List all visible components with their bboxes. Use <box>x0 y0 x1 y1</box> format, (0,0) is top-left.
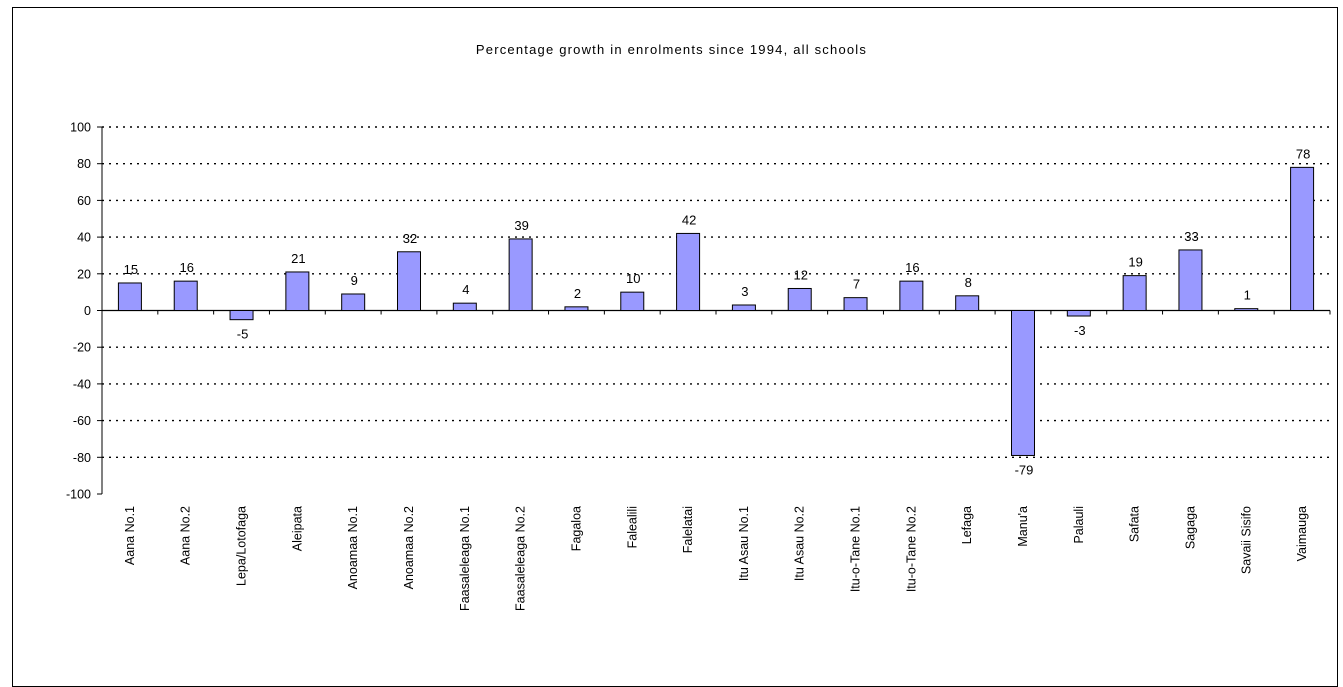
value-label: 16 <box>905 260 919 275</box>
value-label: 7 <box>853 277 860 292</box>
value-label: -3 <box>1074 323 1086 338</box>
value-label: 2 <box>574 286 581 301</box>
value-label: 4 <box>462 282 469 297</box>
x-tick-label: Aleipata <box>290 506 304 551</box>
x-tick-label: Palauli <box>1072 506 1086 544</box>
value-label: -79 <box>1015 462 1034 477</box>
bar <box>899 280 924 312</box>
y-tick-label: 40 <box>77 231 91 245</box>
x-tick-label: Anoamaa No.1 <box>346 506 360 589</box>
y-tick-label: 80 <box>77 157 91 171</box>
value-label: 1 <box>1244 288 1251 303</box>
x-tick-label: Safata <box>1128 506 1142 542</box>
bar <box>1122 275 1147 312</box>
bar <box>508 238 533 311</box>
value-label: 15 <box>124 262 138 277</box>
bar <box>1066 310 1091 317</box>
bar <box>452 302 477 312</box>
y-tick-label: -20 <box>73 341 91 355</box>
x-tick-label: Falelatai <box>681 506 695 553</box>
y-tick-label: -100 <box>66 488 91 502</box>
value-label: 12 <box>793 267 807 282</box>
bar <box>1178 249 1203 312</box>
y-tick-label: 100 <box>70 121 91 135</box>
value-label: 19 <box>1128 255 1142 270</box>
bar <box>397 251 421 311</box>
value-label: 39 <box>514 218 528 233</box>
value-label: 10 <box>626 271 640 286</box>
x-tick-label: Lefaga <box>960 506 974 544</box>
x-tick-label: Anoamaa No.2 <box>402 506 416 589</box>
bar <box>117 282 142 312</box>
x-tick-label: Aana No.1 <box>123 506 137 565</box>
value-label: 8 <box>965 275 972 290</box>
value-label: 21 <box>291 251 305 266</box>
x-tick-label: Aana No.2 <box>179 506 193 565</box>
y-tick-labels: 100 80 60 40 20 0 -20 -40 -60 -80 -100 <box>66 121 91 502</box>
bar <box>229 310 254 321</box>
y-tick-label: -60 <box>73 414 91 428</box>
value-label: 42 <box>682 212 696 227</box>
x-tick-label: Faasaleleaga No.2 <box>514 506 528 611</box>
y-tick-label: -80 <box>73 451 91 465</box>
bar <box>731 304 756 311</box>
x-tick-label: Itu-o-Tane No.1 <box>849 506 863 592</box>
bar <box>1234 308 1259 312</box>
bar <box>620 291 645 311</box>
chart-title: Percentage growth in enrolments since 19… <box>475 42 868 57</box>
x-tick-label: Itu-o-Tane No.2 <box>904 506 918 592</box>
bar <box>341 293 366 311</box>
bar <box>173 280 198 312</box>
x-tick-label: Vaimauga <box>1295 506 1309 561</box>
bar <box>843 297 868 311</box>
bar <box>564 306 589 311</box>
value-label: 16 <box>179 260 193 275</box>
x-tick-label: Itu Asau No.1 <box>737 506 751 581</box>
y-tick-label: 60 <box>77 194 91 208</box>
x-tick-label: Lepa/Lotofaga <box>235 506 249 586</box>
bar <box>1290 166 1315 311</box>
bar <box>1011 310 1035 456</box>
bar <box>955 295 980 312</box>
bar <box>285 271 310 311</box>
y-tick-label: 0 <box>84 304 91 318</box>
y-tick-label: -40 <box>73 377 91 391</box>
bar <box>676 232 701 311</box>
x-tick-label: Falealili <box>625 506 639 548</box>
y-tick-label: 20 <box>77 267 91 281</box>
x-tick-label: Itu Asau No.2 <box>793 506 807 581</box>
x-tick-label: Manu'a <box>1016 506 1030 547</box>
bar <box>787 287 812 312</box>
value-label: 9 <box>351 273 358 288</box>
x-tick-label: Savaii Sisifo <box>1239 506 1253 574</box>
data-labels: 15 16 -5 21 9 32 4 39 2 10 42 3 12 7 16 8 -79 -3 19 33 1 78 <box>124 146 1311 477</box>
value-label: 3 <box>741 284 748 299</box>
x-tick-label: Sagaga <box>1183 506 1197 549</box>
value-label: 33 <box>1184 229 1198 244</box>
value-label: 32 <box>403 231 417 246</box>
bars <box>117 166 1315 456</box>
x-tick-label: Fagaloa <box>569 506 583 551</box>
value-label: -5 <box>237 327 249 342</box>
x-tick-labels: Aana No.1 Aana No.2 Lepa/Lotofaga Aleipata A… <box>123 506 1309 611</box>
value-label: 78 <box>1296 146 1310 161</box>
x-tick-label: Faasaleleaga No.1 <box>458 506 472 611</box>
